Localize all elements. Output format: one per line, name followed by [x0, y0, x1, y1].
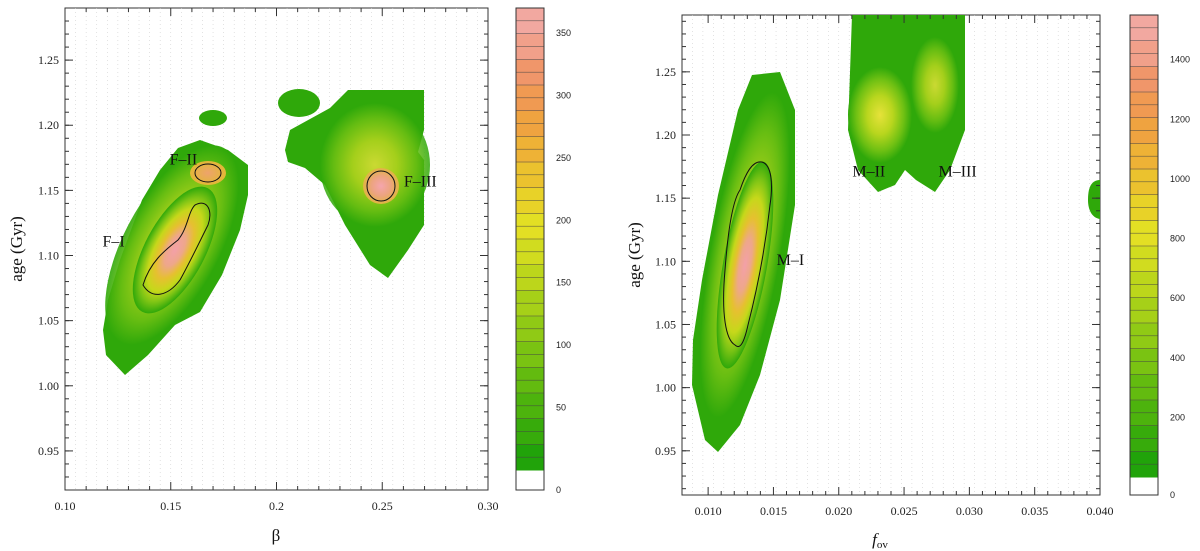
left-colorbar-empty-segment — [515, 469, 545, 491]
right-annotations: M–I M–II M–III — [777, 164, 977, 269]
left-contour-fi — [142, 202, 211, 295]
left-colorbar-tick-label: 350 — [556, 28, 571, 38]
right-colorbar-frame — [1129, 14, 1159, 496]
right-colorbar: 0 200 400 600 800 1000 1200 1400 — [1129, 14, 1190, 500]
left-contour-lines — [142, 163, 396, 295]
left-density-core-fi — [132, 186, 218, 314]
right-density-mi-core — [716, 161, 774, 369]
right-x-tick-label: 0.025 — [891, 504, 918, 518]
left-x-tick-label: 0.25 — [372, 499, 393, 513]
right-colorbar-tick-label: 600 — [1170, 293, 1185, 303]
left-colorbar-band — [516, 290, 544, 317]
right-y-tick-label: 1.25 — [655, 65, 676, 79]
right-colorbar-tick-label: 1200 — [1170, 114, 1190, 124]
left-annotation-label: F–I — [103, 233, 125, 250]
left-y-tick-label: 0.95 — [38, 444, 59, 458]
left-x-tick-label: 0.30 — [478, 499, 499, 513]
right-x-tick-label: 0.035 — [1021, 504, 1048, 518]
left-colorbar-frame — [515, 7, 545, 491]
right-x-tick-label: 0.040 — [1087, 504, 1114, 518]
left-y-tick-label: 1.25 — [38, 53, 59, 67]
right-y-tick-label: 1.00 — [655, 381, 676, 395]
right-colorbar-tick-label: 1000 — [1170, 174, 1190, 184]
right-contour-mi — [723, 161, 772, 348]
right-x-tick-label: 0.030 — [956, 504, 983, 518]
right-x-tick-label: 0.010 — [695, 504, 722, 518]
left-y-axis-label: age (Gyr) — [7, 216, 26, 282]
left-colorbar-tick-label: 250 — [556, 153, 571, 163]
left-density-regions — [103, 89, 430, 375]
left-colorbar-tick-label: 150 — [556, 278, 571, 288]
left-y-tick-label: 1.15 — [38, 183, 59, 197]
right-colorbar-band — [1130, 297, 1158, 324]
right-contour-lines — [723, 161, 772, 348]
right-colorbar-tick-label: 1400 — [1170, 55, 1190, 65]
right-annotation-label: M–III — [939, 164, 977, 181]
left-density-blob-small — [199, 110, 227, 126]
right-y-tick-label: 1.05 — [655, 317, 676, 331]
left-colorbar-tick-label: 50 — [556, 403, 566, 413]
left-density-fiii-outer — [320, 103, 430, 227]
left-colorbar-tick-label: 300 — [556, 90, 571, 100]
right-density-miii-core — [911, 37, 959, 133]
right-y-tick-label: 1.20 — [655, 128, 676, 142]
right-axis-ticks: 0.010 0.015 0.020 0.025 0.030 0.035 0.040 0.95 1… — [655, 15, 1114, 518]
right-y-tick-label: 1.10 — [655, 254, 676, 268]
left-colorbar-tick-label: 0 — [556, 485, 561, 495]
left-colorbar-band — [516, 162, 544, 189]
left-panel: 0.10 0.15 0.2 0.25 0.30 0.95 1.00 1.05 1.10 1.15 1… — [7, 7, 499, 545]
right-colorbar-band — [1130, 66, 1158, 93]
right-colorbar-tick-label: 400 — [1170, 353, 1185, 363]
left-y-tick-label: 1.05 — [38, 314, 59, 328]
right-colorbar-band — [1130, 374, 1158, 401]
right-colorbar-empty-segment — [1129, 476, 1159, 496]
right-y-tick-label: 1.15 — [655, 191, 676, 205]
left-density-blob-mid — [278, 89, 320, 117]
left-colorbar-tick-label: 200 — [556, 215, 571, 225]
right-annotation-label: M–II — [852, 164, 885, 181]
right-density-edge-blob — [1088, 180, 1100, 219]
left-annotations: F–I F–II F–III — [103, 151, 437, 250]
right-colorbar-tick-label: 0 — [1170, 490, 1175, 500]
left-x-axis-label: β — [272, 526, 281, 545]
left-axis-ticks: 0.10 0.15 0.2 0.25 0.30 0.95 1.00 1.05 1.10 1.15 1… — [38, 8, 499, 513]
left-annotation-label: F–III — [404, 173, 437, 190]
right-x-tick-label: 0.020 — [825, 504, 852, 518]
right-y-tick-label: 0.95 — [655, 444, 676, 458]
right-y-axis-label: age (Gyr) — [625, 222, 644, 288]
left-contour-fii — [194, 163, 222, 183]
right-colorbar-tick-label: 800 — [1170, 234, 1185, 244]
left-colorbar: 0 50 100 150 200 250 300 350 — [515, 7, 571, 495]
right-density-mii-core — [848, 67, 912, 163]
right-colorbar-band — [1130, 451, 1158, 478]
left-x-tick-label: 0.10 — [55, 499, 76, 513]
right-annotation-label: M–I — [777, 252, 805, 269]
right-colorbar-band — [1130, 169, 1158, 196]
left-contour-fiii — [366, 170, 396, 202]
left-y-tick-label: 1.20 — [38, 118, 59, 132]
left-colorbar-tick-label: 100 — [556, 340, 571, 350]
right-x-axis-label: fov — [872, 530, 888, 551]
left-y-tick-label: 1.10 — [38, 249, 59, 263]
right-density-regions — [692, 15, 1100, 452]
left-colorbar-band — [516, 444, 544, 471]
right-panel: 0.010 0.015 0.020 0.025 0.030 0.035 0.040 0.95 1… — [625, 14, 1114, 551]
left-annotation-label: F–II — [170, 151, 198, 168]
left-x-tick-label: 0.15 — [160, 499, 181, 513]
left-x-tick-label: 0.2 — [269, 499, 284, 513]
left-y-tick-label: 1.00 — [38, 379, 59, 393]
left-density-fiii-core — [363, 168, 399, 204]
right-colorbar-tick-label: 200 — [1170, 412, 1185, 422]
right-x-tick-label: 0.015 — [760, 504, 787, 518]
left-colorbar-band — [516, 367, 544, 394]
